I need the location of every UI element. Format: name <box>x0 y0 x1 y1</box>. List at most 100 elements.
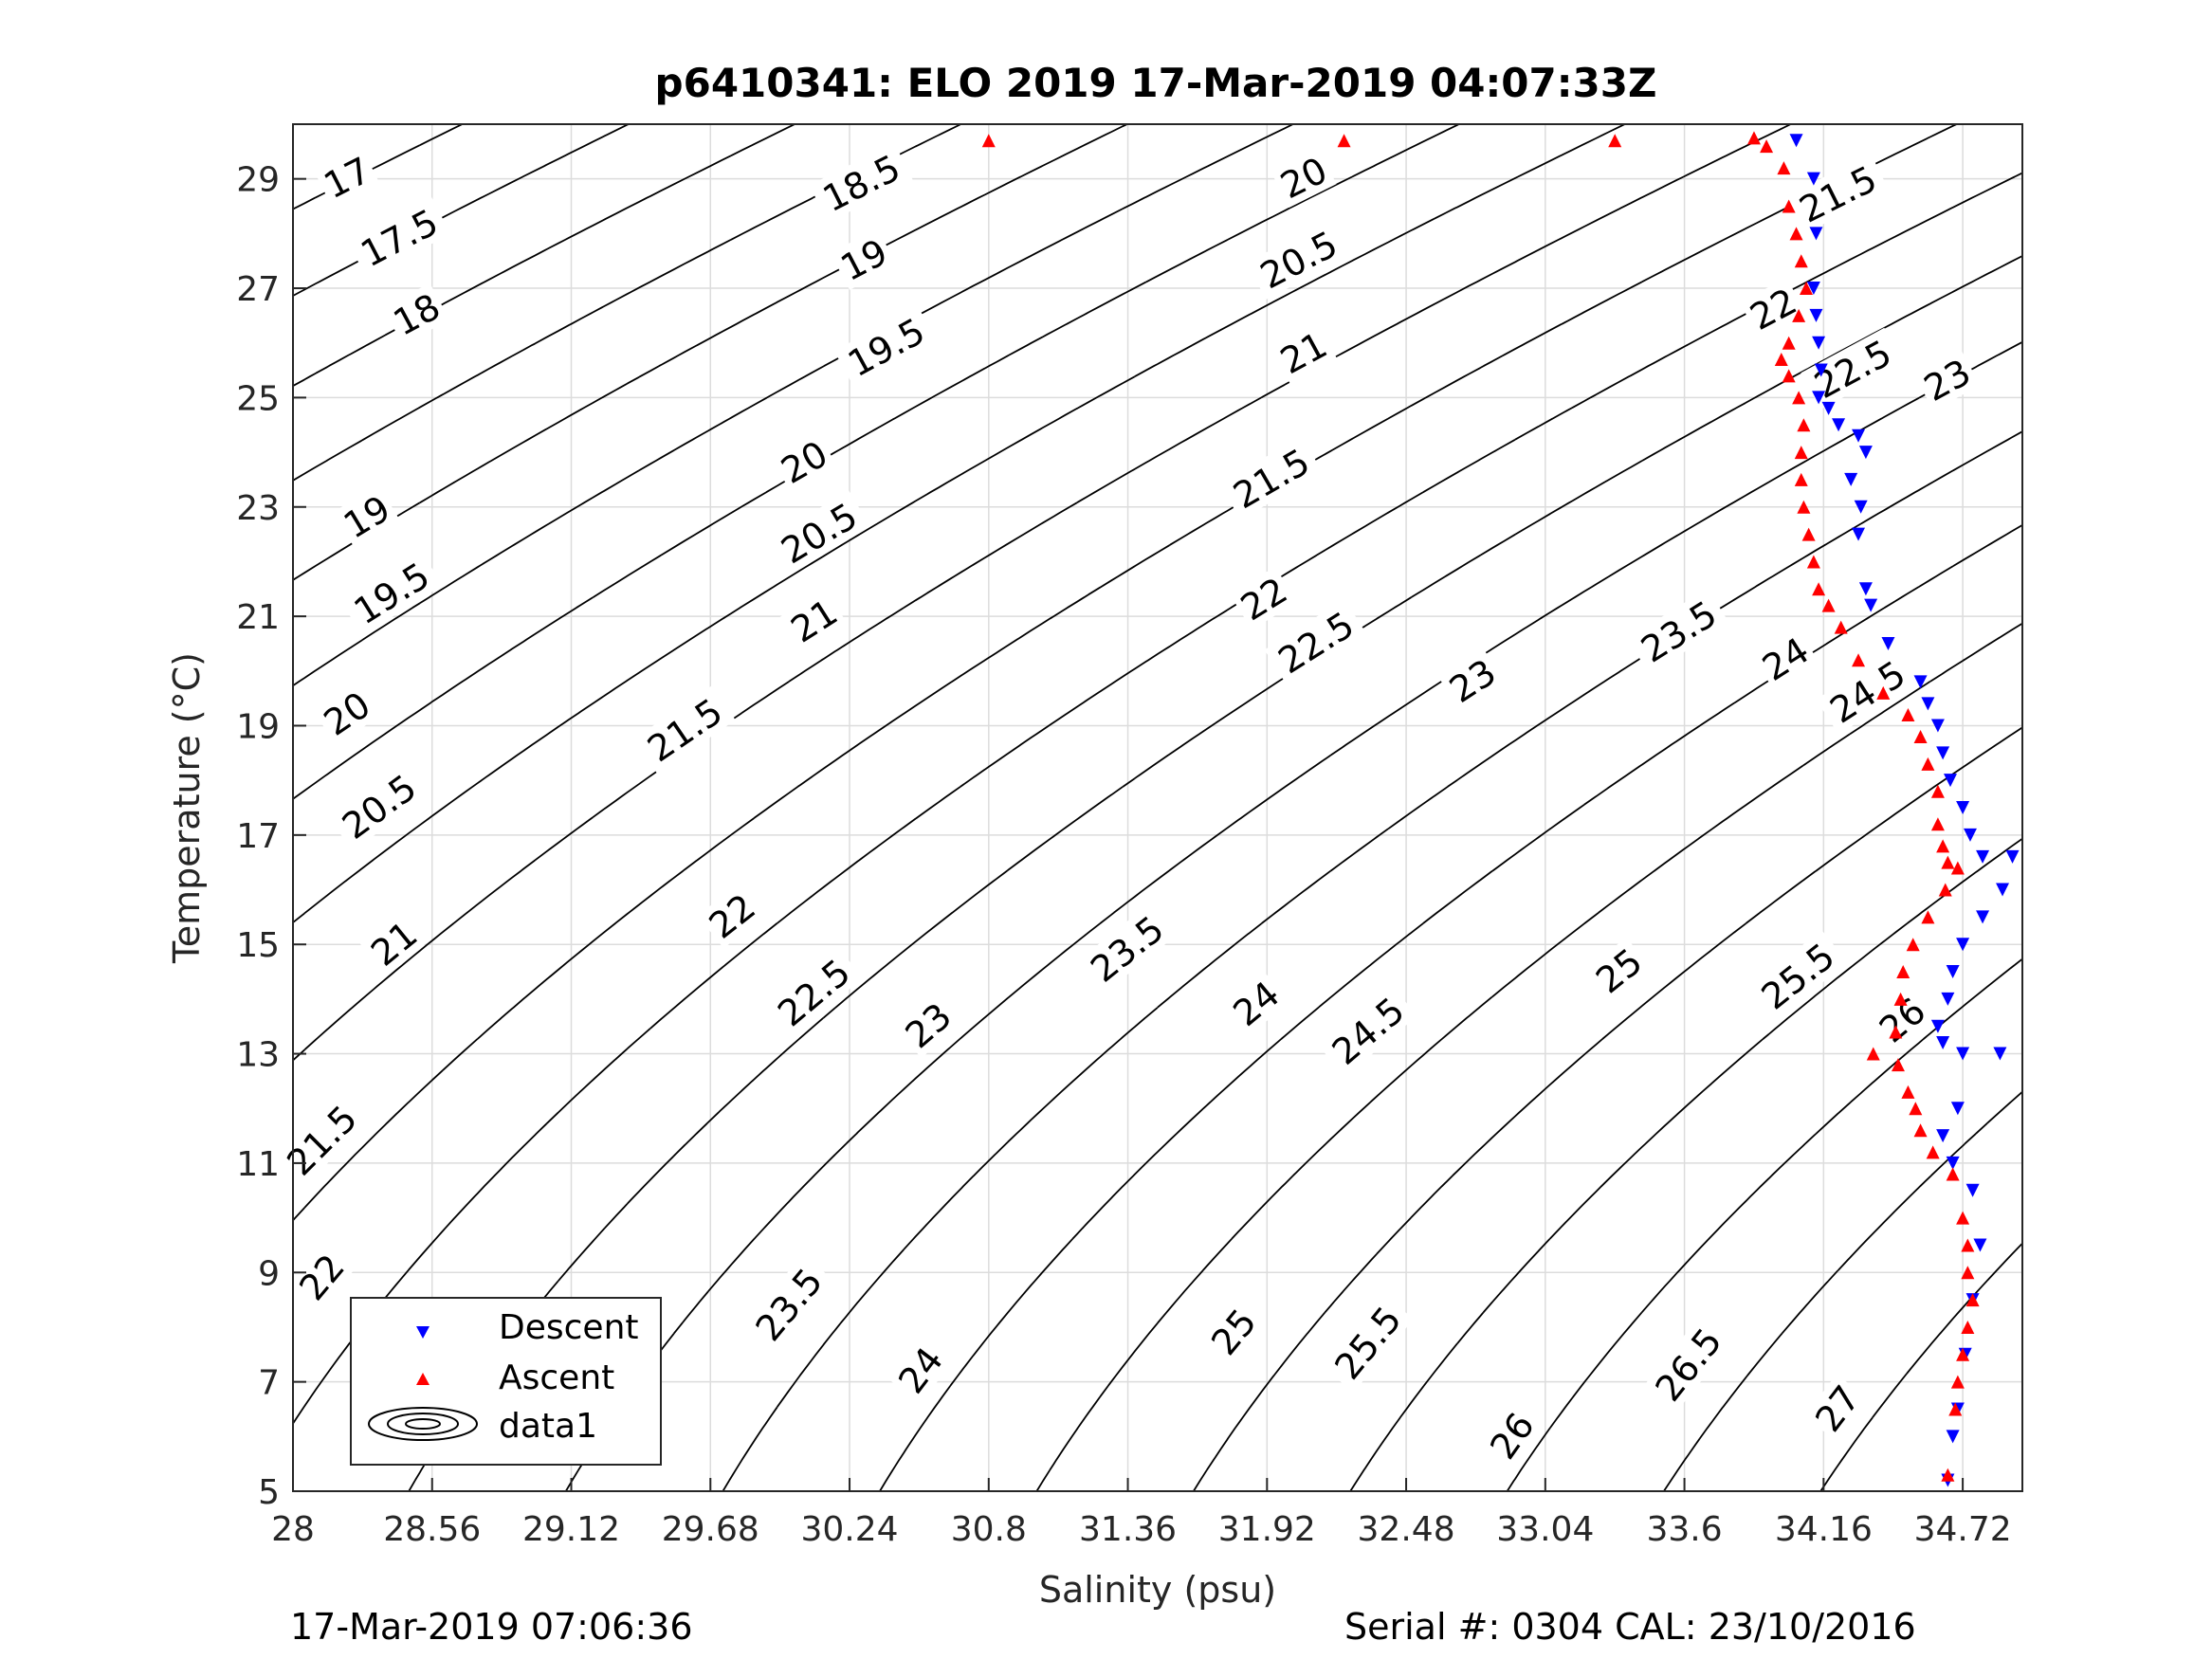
contour-label-background <box>1219 436 1323 520</box>
data-point-descent <box>1913 675 1928 689</box>
data-point-descent <box>1941 992 1955 1006</box>
contour-label-background <box>382 283 450 345</box>
contour-line-26 <box>1506 957 2023 1492</box>
plot-frame <box>292 123 2023 1492</box>
data-point-ascent <box>1608 134 1622 148</box>
contour-label-background <box>779 588 848 652</box>
contour-label-background <box>1199 1297 1267 1366</box>
data-point-ascent <box>1941 1468 1955 1482</box>
data-point-ascent <box>1930 817 1945 831</box>
contour-label-background <box>288 1243 355 1311</box>
y-tick-label: 19 <box>236 707 280 746</box>
data-point-ascent <box>1794 472 1808 486</box>
y-axis-label: Temperature (°C) <box>166 652 208 964</box>
chart-title: p6410341: ELO 2019 17-Mar-2019 04:07:33Z <box>655 60 1657 106</box>
y-tick-label: 15 <box>236 926 280 965</box>
contour-line-24-5 <box>1035 622 2023 1492</box>
data-point-ascent <box>1889 1025 1903 1039</box>
contour-label-background <box>1804 1374 1870 1442</box>
data-point-descent <box>1946 965 1960 979</box>
contour-label-background <box>1230 566 1298 630</box>
data-point-ascent <box>1792 391 1806 405</box>
data-point-ascent <box>1893 992 1908 1006</box>
data-point-descent <box>1956 801 1970 814</box>
contour-label-background <box>328 761 430 851</box>
data-point-ascent <box>1950 861 1965 875</box>
y-tick-label: 7 <box>258 1364 280 1403</box>
y-tick-label: 11 <box>236 1145 280 1184</box>
data-point-ascent <box>1961 1266 1975 1280</box>
data-point-ascent <box>1337 134 1351 148</box>
contour-line-22 <box>292 172 2023 1425</box>
data-point-ascent <box>1961 1238 1975 1252</box>
data-point-descent <box>1858 446 1873 460</box>
contour-label-background <box>1739 277 1806 339</box>
data-point-descent <box>1858 582 1873 596</box>
data-point-ascent <box>1806 555 1820 569</box>
footer-timestamp: 17-Mar-2019 07:06:36 <box>290 1606 693 1648</box>
data-point-ascent <box>1834 620 1848 634</box>
x-tick-label: 30.24 <box>801 1510 899 1549</box>
data-point-descent <box>1812 336 1826 350</box>
data-point-ascent <box>1794 446 1808 460</box>
contour-line-19-5 <box>292 123 1294 686</box>
data-point-descent <box>1936 746 1950 760</box>
data-point-ascent <box>1956 1347 1970 1361</box>
data-point-ascent <box>1797 418 1811 432</box>
contour-label-background <box>1816 647 1919 735</box>
legend: Descent Ascent data1 <box>350 1297 662 1466</box>
x-axis-ticks: 28 28.56 29.12 29.68 30.24 30.8 31.36 31.92 32.4… <box>271 1478 2012 1549</box>
data-point-ascent <box>1950 1375 1965 1389</box>
y-tick-label: 25 <box>236 379 280 418</box>
data-point-descent <box>1993 1047 2007 1061</box>
contour-label-background <box>313 146 380 209</box>
data-point-descent <box>1930 1019 1945 1033</box>
contour-line-21-5 <box>292 123 1957 1221</box>
contour-label-background <box>1627 588 1730 674</box>
contour-label-background <box>833 305 938 388</box>
data-point-descent <box>1814 363 1828 377</box>
data-point-ascent <box>1792 308 1806 322</box>
contour-label-background <box>333 484 400 548</box>
data-point-ascent <box>1896 965 1910 979</box>
data-point-descent <box>1921 697 1935 711</box>
contour-label-background <box>1076 902 1178 994</box>
x-tick-label: 31.36 <box>1079 1510 1177 1549</box>
data-point-descent <box>1844 472 1858 486</box>
data-point-descent <box>1965 1183 1980 1197</box>
data-point-ascent <box>1782 199 1796 213</box>
contour-line-20-5 <box>292 123 1626 923</box>
y-tick-label: 13 <box>236 1036 280 1075</box>
data-point-ascent <box>1777 161 1791 175</box>
data-point-ascent <box>1956 1211 1970 1225</box>
data-point-descent <box>1946 1430 1960 1444</box>
data-point-descent <box>1973 1238 1987 1252</box>
contour-label-background <box>809 142 913 223</box>
contour-label-background <box>894 992 962 1059</box>
data-point-descent <box>1936 1129 1950 1143</box>
contour-label-background <box>1221 970 1290 1036</box>
x-tick-label: 34.16 <box>1775 1510 1873 1549</box>
contour-label-background <box>1246 218 1350 300</box>
legend-label-descent: Descent <box>499 1308 639 1347</box>
data-point-descent <box>1852 527 1866 541</box>
contour-line-25-5 <box>1349 837 2023 1492</box>
data-point-ascent <box>1926 1145 1940 1159</box>
data-point-descent <box>1956 1047 1970 1061</box>
data-point-ascent <box>1913 730 1928 744</box>
data-point-descent <box>1881 636 1895 650</box>
data-point-ascent <box>1941 855 1955 869</box>
data-point-descent <box>1809 308 1823 322</box>
x-tick-label: 28.56 <box>383 1510 481 1549</box>
data-point-descent <box>2005 849 2020 864</box>
x-tick-label: 31.92 <box>1218 1510 1316 1549</box>
data-point-ascent <box>1946 1167 1960 1181</box>
data-point-ascent <box>1921 757 1935 771</box>
x-tick-label: 34.72 <box>1914 1510 2012 1549</box>
contour-label-background <box>1913 348 1981 411</box>
contour-label-background <box>1785 154 1890 234</box>
x-tick-label: 29.12 <box>522 1510 620 1549</box>
contour-label-background <box>767 490 870 575</box>
data-point-ascent <box>1782 336 1796 350</box>
data-point-descent <box>1852 428 1866 443</box>
